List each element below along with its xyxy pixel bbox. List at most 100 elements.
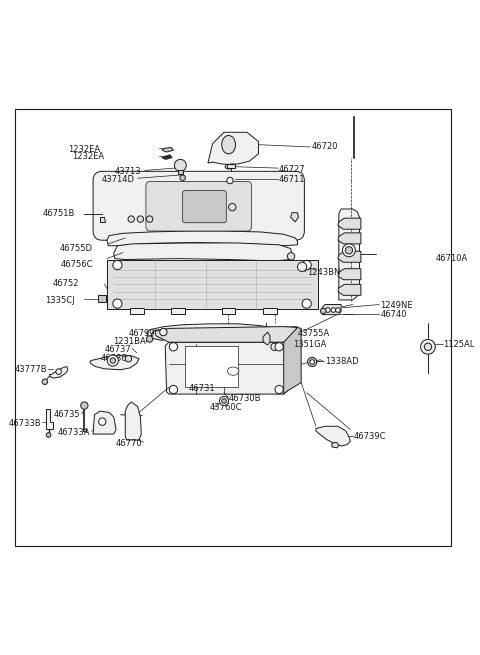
Text: 1232EA: 1232EA [68,145,100,154]
Circle shape [108,355,119,366]
Polygon shape [338,218,361,229]
Polygon shape [225,164,236,169]
Polygon shape [162,147,173,152]
Circle shape [169,385,178,394]
Circle shape [345,247,353,254]
Text: 46710A: 46710A [435,254,468,263]
Circle shape [228,204,236,211]
Polygon shape [208,132,258,164]
Circle shape [56,369,61,375]
Text: 43714D: 43714D [101,175,134,183]
Bar [178,170,183,174]
Polygon shape [107,231,298,246]
Text: 46731: 46731 [189,384,216,392]
Text: 43755A: 43755A [298,329,330,337]
Polygon shape [147,324,286,341]
Polygon shape [338,269,361,280]
Polygon shape [155,327,298,342]
Circle shape [331,308,336,312]
Circle shape [325,308,330,312]
Circle shape [180,175,185,181]
Text: 46711: 46711 [279,175,306,184]
Text: 46740: 46740 [380,310,407,319]
Circle shape [81,402,88,409]
Circle shape [128,216,134,222]
Polygon shape [263,332,270,345]
Text: 46730B: 46730B [228,394,261,403]
Circle shape [310,360,314,364]
Polygon shape [49,367,68,378]
Circle shape [113,261,122,270]
Bar [227,164,236,168]
Text: 1338AD: 1338AD [325,357,359,366]
Circle shape [271,343,278,350]
Polygon shape [321,305,341,314]
Text: 46735: 46735 [54,410,81,419]
Polygon shape [46,409,53,430]
Text: 46733A: 46733A [58,428,90,437]
Text: 46720: 46720 [311,143,338,151]
Polygon shape [151,329,169,341]
Text: 1232EA: 1232EA [72,152,105,161]
Text: 1335CJ: 1335CJ [45,296,75,305]
Bar [171,309,185,314]
Circle shape [146,216,153,222]
Ellipse shape [228,367,239,375]
Polygon shape [93,411,116,434]
Circle shape [336,308,340,312]
FancyBboxPatch shape [183,191,226,223]
Circle shape [308,358,317,367]
Circle shape [298,262,307,271]
Bar [97,295,106,302]
Polygon shape [90,355,139,370]
Text: 46770: 46770 [116,439,142,448]
Polygon shape [316,426,350,446]
Circle shape [169,343,178,351]
Bar [107,259,318,309]
Polygon shape [125,402,141,440]
Polygon shape [332,442,339,448]
Polygon shape [290,213,299,222]
Polygon shape [284,328,301,394]
Circle shape [46,433,51,438]
Text: 46751B: 46751B [42,209,75,218]
Ellipse shape [222,136,236,154]
Text: 43777B: 43777B [14,365,47,374]
Circle shape [288,253,295,260]
FancyBboxPatch shape [93,172,304,240]
Circle shape [227,178,233,183]
Text: 46739C: 46739C [354,432,386,441]
Text: 46737: 46737 [105,345,131,354]
Bar [263,309,277,314]
Polygon shape [100,217,105,222]
Circle shape [113,299,122,309]
Circle shape [137,216,144,222]
Circle shape [174,159,186,172]
Polygon shape [338,233,361,244]
Polygon shape [338,252,361,262]
Circle shape [222,399,226,403]
Text: 43760C: 43760C [209,403,242,413]
Circle shape [302,261,311,270]
Text: 46756C: 46756C [60,259,93,269]
Circle shape [275,343,283,351]
Text: 1231BA: 1231BA [113,337,146,346]
Circle shape [42,379,48,384]
Circle shape [275,385,283,394]
Polygon shape [338,284,361,295]
Text: 46736: 46736 [101,354,128,364]
Text: 46752: 46752 [53,280,79,288]
Text: 43713: 43713 [115,167,141,176]
Circle shape [98,418,106,425]
Polygon shape [165,342,288,394]
Text: 1351GA: 1351GA [293,341,326,350]
Circle shape [160,328,167,336]
Circle shape [424,343,432,350]
Circle shape [110,358,116,364]
Text: 46755D: 46755D [60,244,93,253]
Circle shape [343,244,355,257]
Text: 46799: 46799 [129,329,155,337]
Circle shape [420,339,435,354]
Circle shape [302,299,311,309]
Text: 1243BN: 1243BN [307,268,340,277]
